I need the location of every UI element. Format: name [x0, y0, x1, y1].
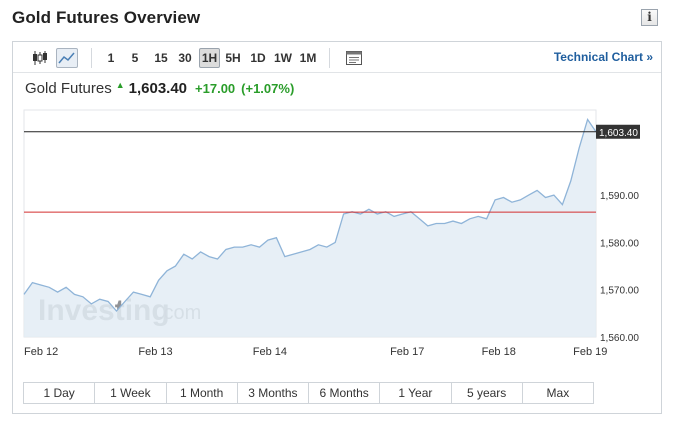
price-change-percent: (+1.07%)	[241, 81, 295, 96]
range-5-years[interactable]: 5 years	[452, 383, 523, 403]
x-tick-label: Feb 12	[24, 346, 58, 358]
x-tick-label: Feb 14	[253, 346, 287, 358]
range-1-year[interactable]: 1 Year	[380, 383, 452, 403]
instrument-name: Gold Futures	[25, 80, 112, 97]
chart-toolbar: 1 5 15 30 1H 5H 1D 1W 1M Technical Chart…	[13, 42, 661, 73]
timeframe-5h[interactable]: 5H	[225, 51, 241, 65]
x-tick-label: Feb 19	[573, 346, 607, 358]
range-1-week[interactable]: 1 Week	[95, 383, 167, 403]
technical-chart-link[interactable]: Technical Chart »	[553, 50, 653, 64]
range-6-months[interactable]: 6 Months	[309, 383, 381, 403]
price-change: +17.00	[195, 81, 236, 96]
chart-settings-icon[interactable]	[343, 48, 365, 68]
chart-widget: 1 5 15 30 1H 5H 1D 1W 1M Technical Chart…	[12, 41, 662, 414]
info-button[interactable]: i	[641, 9, 658, 26]
timeframe-1d[interactable]: 1D	[250, 51, 266, 65]
y-tick-label: 1,560.00	[600, 333, 639, 344]
range-1-day[interactable]: 1 Day	[24, 383, 96, 403]
x-tick-label: Feb 18	[482, 346, 516, 358]
page-title: Gold Futures Overview	[12, 8, 201, 27]
timeframe-1w[interactable]: 1W	[274, 51, 292, 65]
range-selector: 1 Day 1 Week 1 Month 3 Months 6 Months 1…	[23, 382, 594, 404]
toolbar-divider	[329, 48, 330, 68]
range-max[interactable]: Max	[546, 386, 570, 400]
x-tick-label: Feb 17	[390, 346, 424, 358]
last-price-tag-label: 1,603.40	[599, 128, 638, 139]
quote-bar: Gold Futures ▲ 1,603.40 +17.00 (+1.07%)	[25, 80, 294, 97]
y-tick-label: 1,580.00	[600, 238, 639, 249]
y-tick-label: 1,570.00	[600, 286, 639, 297]
range-3-months[interactable]: 3 Months	[238, 383, 309, 403]
last-price-tag	[596, 124, 640, 139]
timeframe-30[interactable]: 30	[178, 51, 192, 65]
timeframe-1h[interactable]: 1H	[199, 48, 220, 68]
timeframe-15[interactable]: 15	[154, 51, 168, 65]
x-tick-label: Feb 13	[138, 346, 172, 358]
up-arrow-icon: ▲	[115, 80, 125, 90]
y-tick-label: 1,590.00	[600, 191, 639, 202]
timeframe-1[interactable]: 1	[107, 51, 115, 65]
timeframe-5[interactable]: 5	[131, 51, 139, 65]
toolbar-divider	[91, 48, 92, 68]
price-chart[interactable]: Investing.com1,603.401,560.001,570.001,5…	[13, 105, 661, 370]
range-1-month[interactable]: 1 Month	[167, 383, 238, 403]
price-area	[24, 119, 596, 337]
area-chart-icon[interactable]	[56, 48, 78, 68]
price-line	[23, 118, 597, 312]
price-chart-svg: Investing.com1,603.401,560.001,570.001,5…	[23, 109, 640, 358]
candlestick-chart-icon[interactable]	[29, 48, 51, 68]
timeframe-1m[interactable]: 1M	[299, 51, 317, 65]
last-price: 1,603.40	[128, 80, 188, 97]
